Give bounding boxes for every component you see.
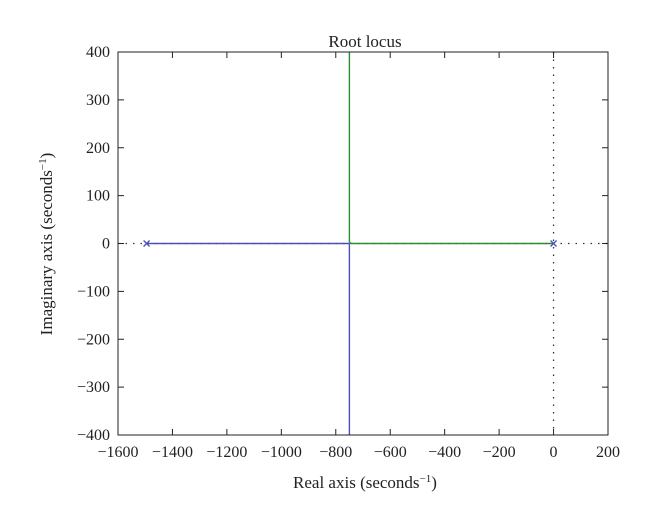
x-axis-title: Real axis (seconds−1) xyxy=(293,473,437,492)
axis-ticks: −1600 −1400 −1200 −1000 −800 −600 −400 −200 0 200… xyxy=(77,44,620,461)
x-tick-label: −1600 xyxy=(97,444,138,461)
y-tick-label: 200 xyxy=(86,140,110,157)
x-tick-label: −1400 xyxy=(152,444,193,461)
y-axis-title: Imaginary axis (seconds−1) xyxy=(37,153,56,336)
x-tick-label: −200 xyxy=(483,444,516,461)
y-tick-label: −200 xyxy=(77,331,110,348)
pole-markers xyxy=(143,240,558,247)
y-tick-label: −400 xyxy=(77,427,110,444)
pole-marker xyxy=(143,240,151,247)
series-group xyxy=(146,52,554,435)
x-tick-label: 0 xyxy=(550,444,558,461)
chart-title: Root locus xyxy=(328,32,401,51)
x-tick-label: −800 xyxy=(319,444,352,461)
y-tick-label: 300 xyxy=(86,92,110,109)
x-tick-label: −1000 xyxy=(261,444,302,461)
y-tick-label: 0 xyxy=(102,236,110,253)
x-tick-label: 200 xyxy=(596,444,620,461)
locus-branch-2-2 xyxy=(348,52,352,244)
pole-marker xyxy=(550,240,558,247)
y-tick-label: 400 xyxy=(86,44,110,61)
y-tick-label: −300 xyxy=(77,379,110,396)
y-tick-label: −100 xyxy=(77,283,110,300)
x-tick-label: −400 xyxy=(428,444,461,461)
x-tick-label: −600 xyxy=(374,444,407,461)
x-tick-label: −1200 xyxy=(206,444,247,461)
y-tick-label: 100 xyxy=(86,188,110,205)
